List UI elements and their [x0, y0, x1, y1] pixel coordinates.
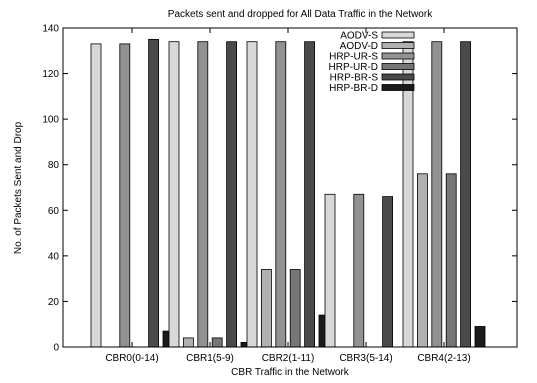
y-tick-label: 60 — [48, 206, 60, 217]
x-axis-title: CBR Traffic in the Network — [231, 367, 350, 378]
bar-hrp-ur-d-2 — [211, 337, 223, 348]
bar-aodv-s-3 — [246, 41, 258, 348]
y-tick-label: 120 — [42, 69, 59, 80]
legend-swatch-hrp-ur-s — [381, 52, 415, 60]
x-tick-label: CBR2(1-11) — [262, 353, 315, 364]
bars-layer — [90, 39, 486, 348]
bar-hrp-ur-d-5 — [445, 173, 457, 348]
legend-swatch-hrp-br-d — [381, 84, 415, 91]
legend-label: HRP-UR-S — [329, 52, 378, 63]
legend-label: AODV-D — [340, 41, 378, 52]
legend-swatch-aodv-d — [381, 42, 415, 49]
bar-aodv-s-2 — [168, 41, 180, 348]
y-tick-label: 40 — [48, 251, 60, 262]
bar-hrp-br-s-4 — [382, 196, 394, 348]
x-tick-label: CBR0(0-14) — [105, 353, 158, 364]
legend-label: AODV-S — [340, 31, 378, 42]
y-tick-label: 20 — [48, 297, 60, 308]
bar-aodv-d-5 — [416, 173, 428, 348]
bar-hrp-ur-s-4 — [353, 193, 365, 348]
bar-hrp-br-s-3 — [304, 41, 316, 348]
bar-hrp-ur-s-2 — [197, 41, 209, 348]
y-tick-label: 80 — [48, 160, 60, 171]
bar-hrp-ur-s-3 — [275, 41, 287, 348]
legend-label: HRP-UR-D — [329, 62, 378, 73]
bar-aodv-d-3 — [260, 269, 272, 348]
x-axis: CBR0(0-14) CBR1(5-9) CBR2(1-11) CBR3(5-14) C… — [105, 28, 471, 364]
bar-hrp-br-s-1 — [148, 39, 160, 348]
bar-aodv-s-1 — [90, 43, 102, 348]
y-tick-label: 100 — [42, 115, 59, 126]
bar-aodv-s-4 — [324, 193, 336, 348]
bar-hrp-ur-s-1 — [119, 43, 131, 348]
x-tick-label: CBR4(2-13) — [417, 353, 470, 364]
bar-hrp-br-s-2 — [226, 41, 238, 348]
legend-label: HRP-BR-S — [330, 73, 379, 84]
legend-label: HRP-BR-D — [329, 83, 378, 94]
plot-frame — [62, 27, 518, 348]
x-tick-label: CBR3(5-14) — [339, 353, 392, 364]
y-tick-label: 140 — [42, 24, 59, 35]
bar-aodv-d-2 — [182, 337, 194, 348]
legend-swatch-hrp-br-s — [381, 73, 415, 81]
bar-hrp-br-d-5 — [474, 326, 486, 348]
legend-swatch-hrp-ur-d — [381, 63, 415, 70]
legend-swatch-aodv-s — [381, 31, 415, 39]
chart-title: Packets sent and dropped for All Data Tr… — [168, 9, 433, 20]
y-tick-label: 0 — [53, 343, 59, 354]
bar-hrp-ur-s-5 — [431, 41, 443, 348]
bar-hrp-br-s-5 — [460, 41, 472, 348]
y-axis-title: No. of Packets Sent and Drop — [13, 121, 24, 254]
bar-hrp-ur-d-3 — [289, 269, 301, 348]
legend: AODV-SAODV-DHRP-UR-SHRP-UR-DHRP-BR-SHRP-… — [329, 31, 415, 94]
y-axis: 0 20 40 60 80 100 120 140 — [42, 24, 517, 354]
x-tick-label: CBR1(5-9) — [186, 353, 234, 364]
